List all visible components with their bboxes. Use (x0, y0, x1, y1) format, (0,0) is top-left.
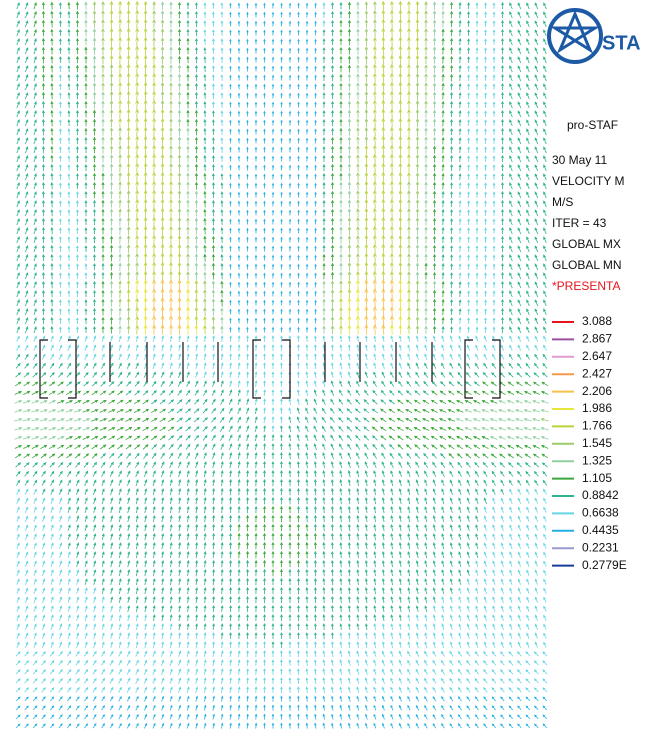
info-notice: *PRESENTA (552, 279, 620, 293)
baffles (40, 340, 500, 398)
legend-label: 1.986 (582, 401, 612, 415)
page: STA pro-STAF 30 May 11 VELOCITY M M/S ITER … (0, 0, 650, 735)
bracket (465, 340, 500, 398)
info-panel: 30 May 11 VELOCITY M M/S ITER = 43 GLOBAL MX… (552, 153, 624, 293)
legend-label: 0.2779E (582, 558, 627, 572)
info-line: ITER = 43 (552, 216, 607, 230)
legend-label: 2.206 (582, 384, 612, 398)
screenshot: STA pro-STAF 30 May 11 VELOCITY M M/S ITER … (0, 0, 650, 735)
legend-label: 0.4435 (582, 523, 619, 537)
legend-label: 1.766 (582, 419, 612, 433)
info-line: M/S (552, 195, 573, 209)
logo-star (555, 14, 595, 50)
info-line: GLOBAL MX (552, 237, 621, 251)
legend-label: 0.8842 (582, 488, 619, 502)
legend-label: 3.088 (582, 314, 612, 328)
legend-label: 2.867 (582, 332, 612, 346)
legend-label: 2.427 (582, 366, 612, 380)
info-line: 30 May 11 (552, 153, 607, 167)
vector-field (14, 2, 548, 729)
legend-label: 0.2231 (582, 540, 619, 554)
legend-label: 2.647 (582, 349, 612, 363)
vector-arrows (136, 280, 403, 334)
info-line: VELOCITY M (552, 174, 624, 188)
legend-label: 1.105 (582, 471, 612, 485)
logo-text: STA (602, 32, 641, 54)
info-line: GLOBAL MN (552, 258, 622, 272)
legend-label: 1.545 (582, 436, 612, 450)
legend-label: 1.325 (582, 453, 612, 467)
bracket (40, 340, 76, 398)
logo: STA (549, 10, 641, 62)
bracket (253, 340, 290, 398)
legend-label: 0.6638 (582, 506, 619, 520)
legend: 3.088 2.867 2.647 2.427 2.206 1.986 1.766 1.545… (552, 314, 627, 572)
panel-title: pro-STAF (567, 118, 618, 132)
